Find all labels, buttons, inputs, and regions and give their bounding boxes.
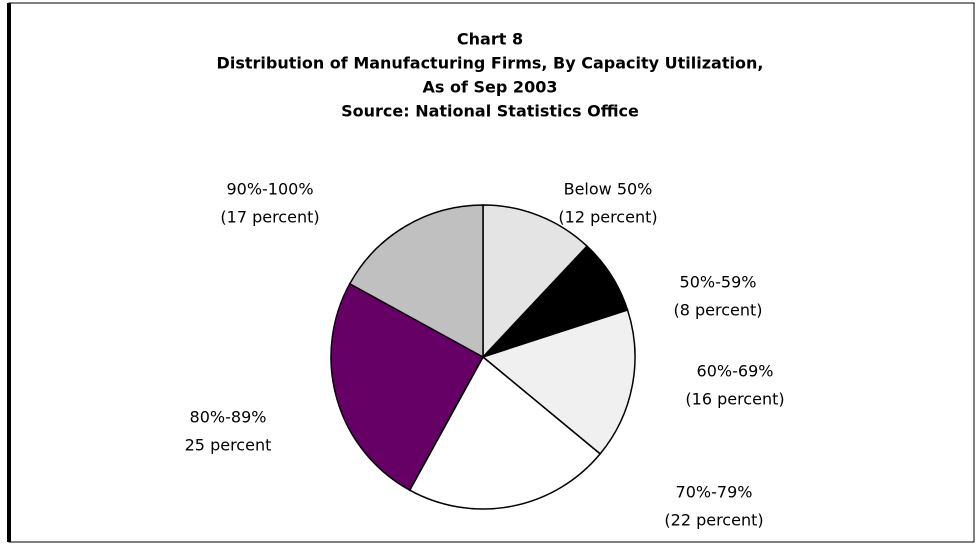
chart-title: Source: National Statistics Office xyxy=(341,102,639,121)
chart-title: Chart 8 xyxy=(457,30,523,49)
pie-slice xyxy=(482,204,589,359)
slice-value-label: (22 percent) xyxy=(664,511,763,530)
slice-value-label: 25 percent xyxy=(185,436,272,455)
slice-label: 80%-89% xyxy=(190,408,267,427)
chart-title: As of Sep 2003 xyxy=(423,78,558,97)
pie-slice xyxy=(330,282,485,492)
slice-value-label: (17 percent) xyxy=(220,208,319,227)
slice-label: 60%-69% xyxy=(697,362,774,381)
slice-value-label: (8 percent) xyxy=(673,301,762,320)
slice-label: 70%-79% xyxy=(676,483,753,502)
slice-label: 50%-59% xyxy=(680,273,757,292)
slice-value-label: (16 percent) xyxy=(685,390,784,409)
pie-slice xyxy=(408,355,602,510)
chart-title: Distribution of Manufacturing Firms, By … xyxy=(217,54,764,73)
pie-slice xyxy=(481,309,636,455)
slice-label: Below 50% xyxy=(564,180,653,199)
slice-label: 90%-100% xyxy=(226,180,313,199)
pie-slice xyxy=(348,204,484,359)
slice-value-label: (12 percent) xyxy=(558,208,657,227)
